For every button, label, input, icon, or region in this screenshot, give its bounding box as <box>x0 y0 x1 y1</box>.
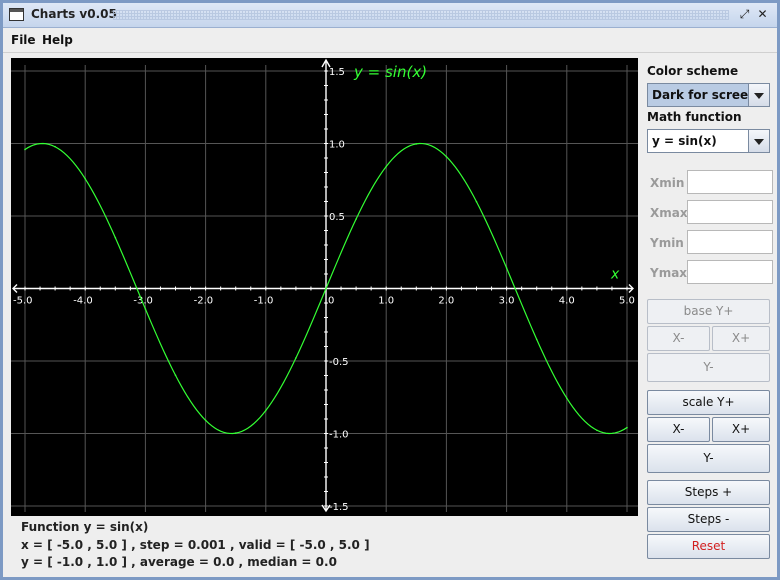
xmax-field[interactable] <box>687 200 773 224</box>
data-point <box>505 267 508 269</box>
scale-y-minus-button[interactable]: Y- <box>647 444 770 473</box>
math-function-label: Math function <box>647 110 742 124</box>
restore-icon[interactable]: ⤢ <box>739 7 750 21</box>
x-tick-label: 2.0 <box>438 296 454 307</box>
x-tick-label: 1.0 <box>378 296 394 307</box>
data-point <box>174 374 177 377</box>
data-point <box>54 145 56 148</box>
y-tick-label: -0.5 <box>329 357 349 368</box>
function-info: Function y = sin(x) <box>21 520 149 534</box>
data-point <box>445 155 448 158</box>
x-axis-label: x <box>610 267 620 283</box>
data-point <box>325 287 327 290</box>
ymax-field[interactable] <box>687 260 773 284</box>
ymin-field[interactable] <box>687 230 773 254</box>
menu-file[interactable]: File <box>11 33 36 47</box>
ymax-label: Ymax <box>650 266 688 280</box>
math-function-select[interactable]: y = sin(x) <box>647 129 770 153</box>
x-tick-label: -3.0 <box>133 296 153 307</box>
data-point <box>596 429 598 432</box>
math-function-value: y = sin(x) <box>652 134 717 148</box>
data-point <box>415 143 418 145</box>
window-title: Charts v0.05 <box>31 7 117 21</box>
x-tick-label: -5.0 <box>13 296 33 307</box>
chevron-down-icon[interactable] <box>748 130 769 152</box>
xmin-field[interactable] <box>687 170 773 194</box>
x-tick-label: 5.0 <box>619 296 635 307</box>
data-point <box>355 218 357 220</box>
data-point <box>265 409 267 412</box>
close-icon[interactable]: ✕ <box>757 7 768 21</box>
x-tick-label: -4.0 <box>73 296 93 307</box>
steps-plus-button[interactable]: Steps + <box>647 480 770 505</box>
color-scheme-label: Color scheme <box>647 64 739 78</box>
x-tick-label: 3.0 <box>499 296 515 307</box>
data-point <box>385 165 388 168</box>
ymin-label: Ymin <box>650 236 684 250</box>
data-point <box>84 177 86 180</box>
info-panel: Function y = sin(x) x = [ -5.0 , 5.0 ] ,… <box>21 519 370 572</box>
x-tick-label: 4.0 <box>559 296 575 307</box>
menu-bar: File Help <box>3 28 777 53</box>
data-point <box>114 236 117 239</box>
data-point <box>626 426 628 429</box>
y-tick-label: 1.5 <box>329 67 345 78</box>
x-axis-arrow-left <box>12 284 18 293</box>
xmax-label: Xmax <box>650 206 688 220</box>
y-axis-arrow <box>321 58 331 68</box>
data-point <box>144 308 147 310</box>
base-x-plus-button[interactable]: X+ <box>712 326 770 351</box>
title-grip <box>113 10 729 20</box>
base-y-plus-button[interactable]: base Y+ <box>647 299 770 324</box>
title-bar: Charts v0.05 ⤢ ✕ <box>3 3 777 28</box>
data-point <box>295 357 297 359</box>
scale-x-plus-button[interactable]: X+ <box>712 417 770 442</box>
scale-y-plus-button[interactable]: scale Y+ <box>647 390 770 415</box>
menu-help[interactable]: Help <box>42 33 73 47</box>
xmin-label: Xmin <box>650 176 685 190</box>
chevron-down-icon[interactable] <box>748 84 769 106</box>
base-y-minus-button[interactable]: Y- <box>647 353 770 382</box>
data-point <box>204 419 207 422</box>
y-axis-arrow-bottom <box>321 504 331 513</box>
x-tick-label: 0 <box>328 296 334 307</box>
x-axis-arrow-right <box>628 284 634 293</box>
data-point <box>234 432 237 434</box>
base-x-minus-button[interactable]: X- <box>647 326 710 351</box>
reset-button[interactable]: Reset <box>647 534 770 559</box>
y-tick-label: 1.0 <box>329 140 345 151</box>
color-scheme-value: Dark for screen <box>652 88 757 102</box>
window-icon <box>9 8 24 21</box>
y-tick-label: -1.0 <box>329 430 349 441</box>
color-scheme-select[interactable]: Dark for screen <box>647 83 770 107</box>
chart-panel: -5.0 -4.0 -3.0 -2.0 -1.0 0 1.0 2.0 3.0 4.0 5.0 1.5 1… <box>11 58 638 516</box>
y-tick-label: -1.5 <box>329 502 349 513</box>
x-range-info: x = [ -5.0 , 5.0 ] , step = 0.001 , vali… <box>21 537 370 552</box>
x-tick-label: -1.0 <box>254 296 274 307</box>
data-point <box>475 200 478 203</box>
y-range-info: y = [ -1.0 , 1.0 ] , average = 0.0 , med… <box>21 555 337 569</box>
data-point <box>535 338 538 341</box>
data-point <box>24 148 26 151</box>
data-point <box>566 397 568 400</box>
steps-minus-button[interactable]: Steps - <box>647 507 770 532</box>
chart-svg: -5.0 -4.0 -3.0 -2.0 -1.0 0 1.0 2.0 3.0 4.0 5.0 1.5 1… <box>11 58 638 513</box>
scale-x-minus-button[interactable]: X- <box>647 417 710 442</box>
y-tick-label: 0.5 <box>329 212 345 223</box>
chart-title: y = sin(x) <box>353 63 427 81</box>
x-tick-label: -2.0 <box>194 296 214 307</box>
